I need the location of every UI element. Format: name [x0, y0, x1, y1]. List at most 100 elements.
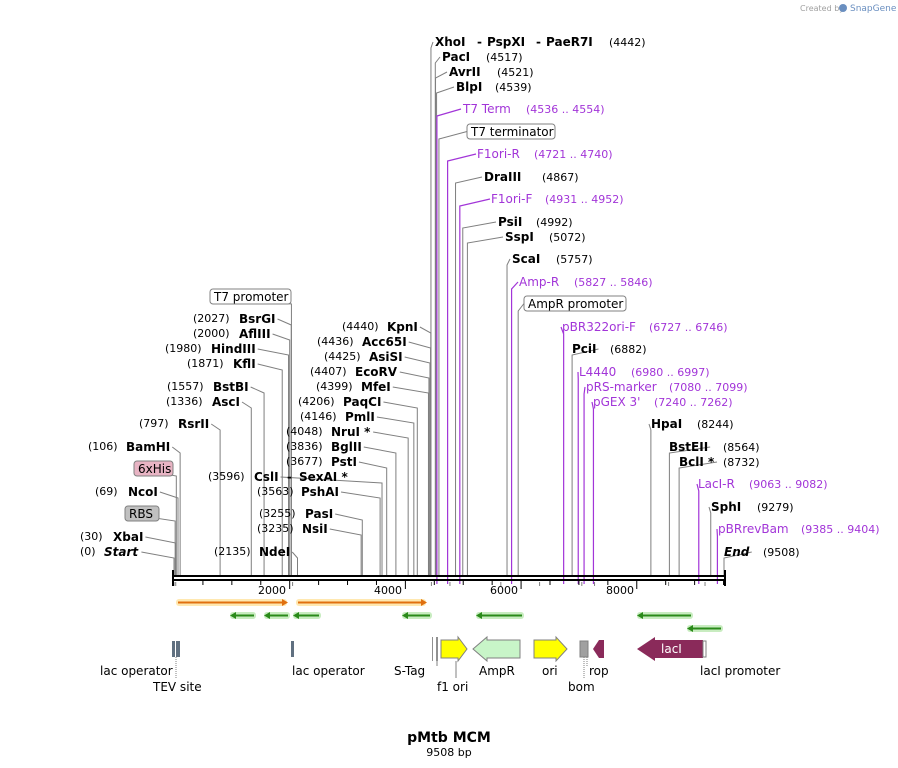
- primer-f1ori-r[interactable]: F1ori-R: [477, 147, 520, 161]
- ampr-shape[interactable]: [472, 635, 521, 663]
- primer-pbr322ori-f[interactable]: pBR322ori-F: [562, 320, 636, 334]
- enzyme-hpai[interactable]: HpaI: [651, 417, 682, 431]
- feature-bom[interactable]: bom: [568, 680, 595, 694]
- t7-promoter-box[interactable]: [209, 288, 292, 305]
- enzyme-paqci[interactable]: PaqCI: [343, 395, 381, 409]
- enzyme-psti[interactable]: PstI: [331, 455, 357, 469]
- enzyme-bstbi[interactable]: BstBI: [213, 380, 249, 394]
- tev-site-shape[interactable]: [176, 641, 180, 657]
- f1-ori-shape[interactable]: [440, 635, 468, 663]
- enzyme-connector: [363, 446, 397, 575]
- enzyme-pcii[interactable]: PciI: [572, 342, 597, 356]
- enzyme-rsrii[interactable]: RsrII: [178, 417, 209, 431]
- s-tag-shape[interactable]: [432, 637, 433, 661]
- feature-lac-operator-2[interactable]: lac operator: [292, 664, 365, 678]
- enzyme-scai[interactable]: ScaI: [512, 252, 540, 266]
- feature-s-tag[interactable]: S-Tag: [394, 664, 425, 678]
- primer-l4440[interactable]: L4440: [579, 365, 616, 379]
- rbs-box[interactable]: [124, 505, 160, 522]
- primer-pgex-3-range: (7240 .. 7262): [654, 396, 733, 409]
- enzyme-bsteii[interactable]: BstEII: [669, 440, 708, 454]
- ori-shape[interactable]: [533, 635, 568, 663]
- enzyme-connector: [506, 258, 511, 575]
- enzyme-paci[interactable]: PacI: [442, 50, 470, 64]
- feature-tev-site[interactable]: TEV site: [152, 680, 202, 694]
- t7-terminator-box[interactable]: [466, 123, 556, 140]
- ruler-label-4000: 4000: [374, 584, 402, 597]
- primer-laci-r[interactable]: LacI-R: [698, 477, 735, 491]
- laci-shape[interactable]: [637, 637, 703, 661]
- enzyme-sspi[interactable]: SspI: [505, 230, 534, 244]
- enzyme-pasi[interactable]: PasI: [305, 507, 333, 521]
- enzyme-draiii[interactable]: DraIII: [484, 170, 521, 184]
- enzyme-paci-pos: (4517): [486, 51, 523, 64]
- green-orf-4-arrowhead: [402, 612, 408, 619]
- primer-pbrrevbam[interactable]: pBRrevBam: [718, 522, 789, 536]
- enzyme-bglii[interactable]: BglII: [331, 440, 362, 454]
- enzyme-psii[interactable]: PsiI: [498, 215, 522, 229]
- primer-pgex-3[interactable]: pGEX 3': [593, 395, 640, 409]
- primer-prs-marker[interactable]: pRS-marker: [586, 380, 657, 394]
- enzyme-asisi[interactable]: AsiSI: [369, 350, 403, 364]
- enzyme-kpni[interactable]: KpnI: [387, 320, 418, 334]
- feature-laci-promoter[interactable]: lacI promoter: [700, 664, 780, 678]
- bom-shape[interactable]: [579, 640, 589, 658]
- enzyme-xhoi[interactable]: XhoI: [435, 35, 466, 49]
- enzyme-avrii-pos: (4521): [497, 66, 534, 79]
- enzyme-sexai[interactable]: SexAI *: [299, 470, 348, 484]
- enzyme-blpi[interactable]: BlpI: [456, 80, 482, 94]
- enzyme-ecorv[interactable]: EcoRV: [355, 365, 398, 379]
- enzyme-labels-right: XhoI - PspXI - PaeR7I (4442) PacI (4517)…: [435, 35, 800, 559]
- enzyme-xhoi-pos: (4442): [609, 36, 646, 49]
- enzyme-connector: [678, 461, 718, 575]
- enzyme-bamhi[interactable]: BamHI: [126, 440, 170, 454]
- enzyme-afliii[interactable]: AflIII: [239, 327, 271, 341]
- snapgene-logo-icon: [839, 4, 847, 12]
- enzyme-kfli[interactable]: KflI: [233, 357, 256, 371]
- enzyme-hindiii[interactable]: HindIII: [211, 342, 256, 356]
- enzyme-acc65i[interactable]: Acc65I: [362, 335, 407, 349]
- enzyme-connector: [250, 386, 265, 575]
- enzyme-hpai-pos: (8244): [697, 418, 734, 431]
- t7-terminator-shape[interactable]: [436, 637, 438, 661]
- 6xhis-box[interactable]: [133, 460, 174, 477]
- primer-amp-r[interactable]: Amp-R: [519, 275, 559, 289]
- enzyme-csli-pos: (3596): [208, 470, 245, 483]
- laci-promoter-shape[interactable]: [702, 640, 707, 658]
- enzyme-bamhi-pos: (106): [88, 440, 118, 453]
- enzyme-csli[interactable]: CslI: [254, 470, 279, 484]
- enzyme-nsii[interactable]: NsiI: [302, 522, 328, 536]
- enzyme-paer7i[interactable]: PaeR7I: [546, 35, 593, 49]
- enzyme-pspxi[interactable]: PspXI: [487, 35, 525, 49]
- enzyme-connector: [376, 416, 415, 575]
- enzyme-ndei[interactable]: NdeI: [259, 545, 290, 559]
- enzyme-nrui[interactable]: NruI *: [331, 425, 371, 439]
- feature-lac-operator-1[interactable]: lac operator: [100, 664, 173, 678]
- enzyme-connector: [171, 446, 181, 575]
- enzyme-sspi-pos: (5072): [549, 231, 586, 244]
- enzyme-labels-left: (2027) BsrGI (2000) AflIII (1980) HindII…: [80, 312, 276, 559]
- enzyme-bsrgi[interactable]: BsrGI: [239, 312, 276, 326]
- primer-f1ori-f[interactable]: F1ori-F: [491, 192, 532, 206]
- feature-rop[interactable]: rop: [589, 664, 609, 678]
- enzyme-sphi[interactable]: SphI: [711, 500, 741, 514]
- lac-operator-2-shape[interactable]: [291, 641, 294, 657]
- feature-track: lacI: [172, 635, 707, 663]
- lac-operator-1-shape[interactable]: [172, 641, 175, 657]
- enzyme-bcli[interactable]: BclI *: [679, 455, 715, 469]
- enzyme-avrii[interactable]: AvrII: [449, 65, 481, 79]
- enzyme-xbai[interactable]: XbaI: [113, 530, 143, 544]
- enzyme-pmli[interactable]: PmlI: [345, 410, 375, 424]
- enzyme-bcli-pos: (8732): [723, 456, 760, 469]
- enzyme-ncoi[interactable]: NcoI: [128, 485, 158, 499]
- enzyme-asci[interactable]: AscI: [212, 395, 240, 409]
- ampr-promoter-box[interactable]: [523, 295, 627, 312]
- rop-shape[interactable]: [593, 640, 604, 658]
- primer-t7-term[interactable]: T7 Term: [462, 102, 511, 116]
- feature-ori[interactable]: ori: [542, 664, 558, 678]
- enzyme-ecorv-pos: (4407): [310, 365, 347, 378]
- enzyme-mfei[interactable]: MfeI: [361, 380, 391, 394]
- feature-f1-ori[interactable]: f1 ori: [437, 680, 468, 694]
- feature-ampr[interactable]: AmpR: [479, 664, 515, 678]
- enzyme-pshai[interactable]: PshAI: [301, 485, 339, 499]
